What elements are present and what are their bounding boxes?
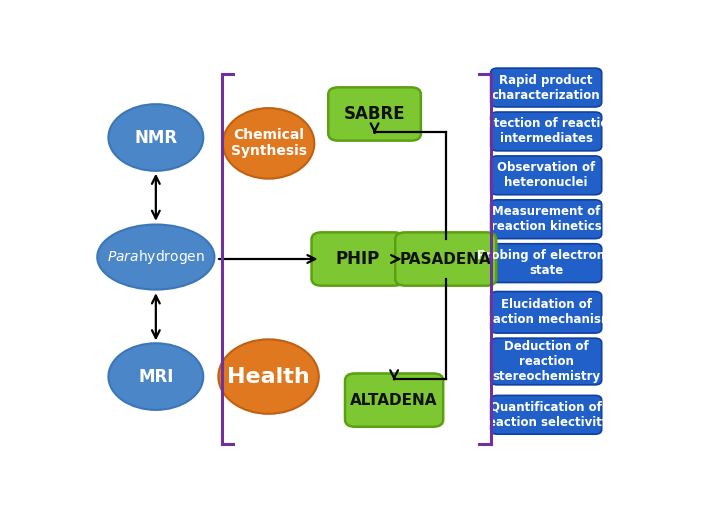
Ellipse shape — [109, 343, 203, 410]
Ellipse shape — [218, 340, 319, 414]
Text: Elucidation of
reaction mechanism: Elucidation of reaction mechanism — [480, 298, 613, 326]
FancyBboxPatch shape — [312, 232, 404, 286]
FancyBboxPatch shape — [395, 232, 496, 286]
Text: Observation of
heteronuclei: Observation of heteronuclei — [497, 161, 595, 189]
Text: MRI: MRI — [138, 367, 174, 386]
Text: Detection of reaction
intermediates: Detection of reaction intermediates — [476, 118, 616, 146]
FancyBboxPatch shape — [328, 88, 421, 140]
Ellipse shape — [97, 224, 215, 290]
FancyBboxPatch shape — [490, 156, 602, 195]
FancyBboxPatch shape — [490, 68, 602, 107]
Text: Deduction of
reaction
stereochemistry: Deduction of reaction stereochemistry — [492, 340, 600, 383]
Text: NMR: NMR — [135, 128, 177, 147]
Text: Rapid product
characterization: Rapid product characterization — [492, 73, 600, 101]
Text: SABRE: SABRE — [343, 105, 405, 123]
Text: PASADENA: PASADENA — [400, 251, 492, 267]
Text: Measurement of
reaction kinetics: Measurement of reaction kinetics — [491, 205, 601, 233]
FancyBboxPatch shape — [490, 338, 602, 385]
Text: Probing of electronic
state: Probing of electronic state — [477, 249, 616, 277]
Text: $\it{Para}$hydrogen: $\it{Para}$hydrogen — [107, 248, 205, 266]
FancyBboxPatch shape — [490, 244, 602, 282]
Ellipse shape — [109, 104, 203, 171]
Ellipse shape — [222, 108, 315, 179]
FancyBboxPatch shape — [345, 374, 444, 427]
Text: Health: Health — [228, 366, 310, 386]
Text: Quantification of
reaction selectivity: Quantification of reaction selectivity — [482, 401, 610, 429]
Text: ALTADENA: ALTADENA — [351, 392, 438, 408]
Text: Chemical
Synthesis: Chemical Synthesis — [230, 128, 307, 158]
FancyBboxPatch shape — [490, 292, 602, 333]
FancyBboxPatch shape — [490, 200, 602, 239]
FancyBboxPatch shape — [490, 395, 602, 434]
FancyBboxPatch shape — [490, 112, 602, 151]
Text: PHIP: PHIP — [336, 250, 380, 268]
